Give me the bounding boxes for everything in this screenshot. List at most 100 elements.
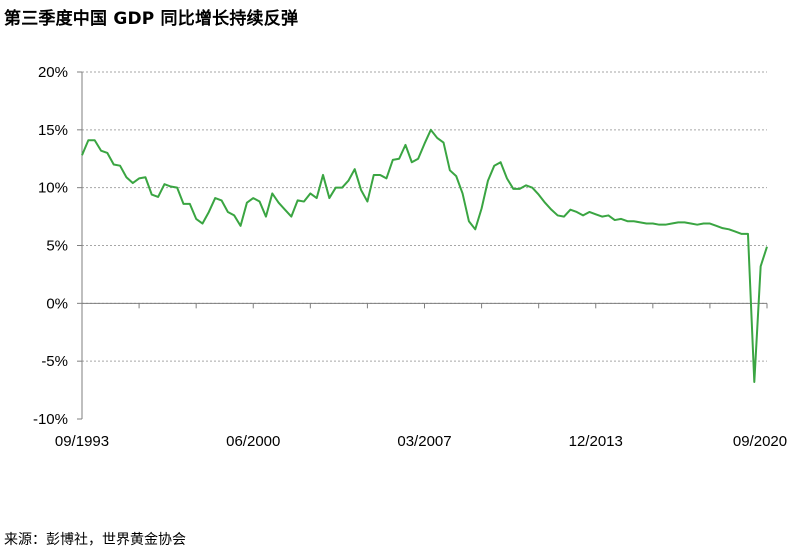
- data-point: [265, 216, 267, 218]
- data-point: [455, 175, 457, 177]
- data-point: [328, 197, 330, 199]
- data-point: [284, 209, 286, 211]
- axes: [77, 71, 768, 420]
- data-point: [449, 169, 451, 171]
- data-point: [335, 187, 337, 189]
- data-point: [94, 139, 96, 141]
- data-point: [474, 228, 476, 230]
- data-point: [214, 197, 216, 199]
- data-point: [100, 150, 102, 152]
- data-point: [557, 214, 559, 216]
- data-point: [658, 224, 660, 226]
- data-point: [741, 233, 743, 235]
- y-tick-label: -10%: [33, 411, 68, 428]
- data-point: [87, 139, 89, 141]
- data-point: [278, 202, 280, 204]
- data-point: [106, 152, 108, 154]
- x-tick-label: 12/2013: [569, 433, 623, 450]
- chart-title: 第三季度中国 GDP 同比增长持续反弹: [4, 9, 299, 29]
- data-point: [550, 209, 552, 211]
- data-point: [519, 188, 521, 190]
- data-point: [614, 219, 616, 221]
- data-point: [132, 182, 134, 184]
- data-point: [715, 225, 717, 227]
- data-point: [481, 207, 483, 209]
- source-note: 来源：彭博社，世界黄金协会: [4, 532, 186, 548]
- data-point: [747, 233, 749, 235]
- x-tick-label: 09/2020: [733, 433, 787, 450]
- data-point: [525, 184, 527, 186]
- data-point: [500, 161, 502, 163]
- data-point: [385, 177, 387, 179]
- x-tick-label: 06/2000: [226, 433, 280, 450]
- data-point: [512, 188, 514, 190]
- data-point: [252, 197, 254, 199]
- data-point: [202, 223, 204, 225]
- data-point: [734, 231, 736, 233]
- data-point: [398, 158, 400, 160]
- data-point: [157, 196, 159, 198]
- data-point: [411, 161, 413, 163]
- data-point: [576, 211, 578, 213]
- data-point: [430, 129, 432, 131]
- data-point: [233, 214, 235, 216]
- data-point: [144, 176, 146, 178]
- data-point: [113, 164, 115, 166]
- data-point: [607, 214, 609, 216]
- data-point: [221, 199, 223, 201]
- data-point: [125, 176, 127, 178]
- data-point: [753, 381, 755, 383]
- data-point: [620, 218, 622, 220]
- y-tick-label: 10%: [38, 180, 68, 197]
- data-point: [290, 216, 292, 218]
- data-point: [582, 214, 584, 216]
- data-point: [81, 154, 83, 156]
- data-point: [601, 216, 603, 218]
- data-point: [760, 265, 762, 267]
- data-point: [569, 209, 571, 211]
- data-point: [531, 187, 533, 189]
- data-point: [722, 227, 724, 229]
- data-point: [588, 211, 590, 213]
- data-point: [563, 216, 565, 218]
- data-point: [728, 228, 730, 230]
- data-point: [227, 211, 229, 213]
- data-point: [195, 218, 197, 220]
- data-point: [373, 174, 375, 176]
- x-tick-label: 03/2007: [397, 433, 451, 450]
- data-point: [595, 213, 597, 215]
- data-point: [360, 189, 362, 191]
- data-point: [138, 177, 140, 179]
- data-point: [462, 192, 464, 194]
- data-point: [182, 203, 184, 205]
- data-point: [487, 180, 489, 182]
- data-point: [690, 223, 692, 225]
- data-point: [259, 201, 261, 203]
- series: [81, 128, 768, 383]
- data-point: [379, 174, 381, 176]
- data-point: [303, 201, 305, 203]
- data-point: [246, 202, 248, 204]
- data-point: [341, 187, 343, 189]
- y-tick-label: 5%: [46, 238, 68, 255]
- data-point: [354, 168, 356, 170]
- data-point: [424, 143, 426, 145]
- data-point: [271, 192, 273, 194]
- data-point: [766, 246, 768, 248]
- y-tick-label: 20%: [38, 64, 68, 81]
- data-point: [208, 211, 210, 213]
- data-point: [684, 221, 686, 223]
- x-tick-label: 09/1993: [55, 433, 109, 450]
- data-point: [703, 223, 705, 225]
- data-point: [493, 165, 495, 167]
- x-tick-labels: 09/1993 06/2000 03/2007 12/2013 09/2020: [55, 433, 787, 450]
- data-point: [322, 174, 324, 176]
- data-point: [309, 192, 311, 194]
- y-tick-label: -5%: [41, 353, 68, 370]
- data-point: [436, 137, 438, 139]
- data-point: [538, 194, 540, 196]
- data-point: [645, 223, 647, 225]
- data-point: [468, 220, 470, 222]
- data-point: [392, 159, 394, 161]
